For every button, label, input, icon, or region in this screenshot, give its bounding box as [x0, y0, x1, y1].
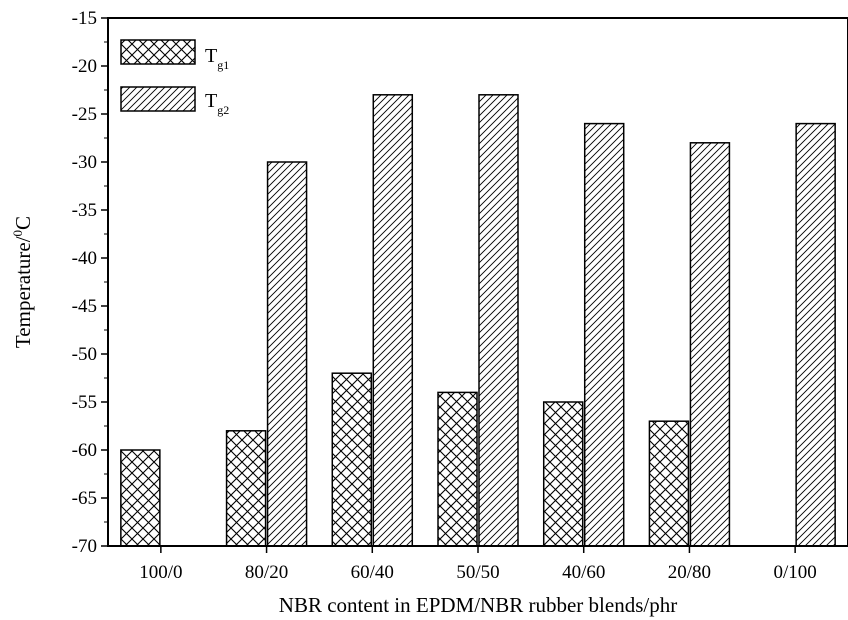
y-tick-label: -40 [72, 248, 97, 269]
x-tick-label: 80/20 [245, 562, 288, 583]
bar-tg1-100-0 [120, 449, 161, 547]
bar-tg2-40-60 [583, 122, 625, 547]
x-tick-label: 20/80 [668, 562, 711, 583]
y-tick-label: -70 [72, 536, 97, 557]
y-axis-ticks: -15 -20 -25 -30 -35 -40 -45 -50 -55 -60 -65 -70 [72, 8, 108, 557]
bar-tg1-20-80 [648, 420, 690, 547]
bar-tg1-40-60 [542, 401, 584, 547]
y-tick-label: -60 [72, 440, 97, 461]
bar-tg1-50-50 [437, 391, 478, 547]
x-tick-label: 50/50 [456, 562, 499, 583]
bar-tg2-60-40 [372, 94, 414, 547]
y-tick-label: -50 [72, 344, 97, 365]
y-tick-label: -45 [72, 296, 97, 317]
legend-swatch-tg2 [120, 86, 196, 112]
plot-frame [107, 17, 848, 547]
bar-tg2-50-50 [478, 94, 519, 547]
y-tick-label: -55 [72, 392, 97, 413]
x-tick-label: 100/0 [139, 562, 182, 583]
y-tick-label: -25 [72, 104, 97, 125]
bar-tg2-80-20 [266, 161, 308, 547]
x-tick-label: 40/60 [562, 562, 605, 583]
bar-tg1-80-20 [225, 430, 267, 547]
bar-tg2-20-80 [689, 142, 731, 547]
y-tick-label: -35 [72, 200, 97, 221]
y-axis-title: Temperature/0C [10, 216, 35, 348]
bars-group [120, 94, 836, 547]
legend-label-tg1: Tg1 [205, 45, 229, 72]
y-tick-label: -65 [72, 488, 97, 509]
legend-label-tg2: Tg2 [205, 90, 229, 117]
y-tick-label: -30 [72, 152, 97, 173]
x-tick-label: 60/40 [351, 562, 394, 583]
y-tick-label: -15 [72, 8, 97, 29]
legend: Tg1 Tg2 [120, 39, 229, 117]
x-tick-label: 0/100 [774, 562, 817, 583]
x-axis-ticks: 100/0 80/20 60/40 50/50 40/60 20/80 0/100 [139, 546, 817, 583]
bar-tg1-60-40 [331, 372, 373, 547]
legend-swatch-tg1 [120, 39, 196, 65]
bar-tg2-0-100 [795, 122, 836, 547]
y-tick-label: -20 [72, 56, 97, 77]
x-axis-title: NBR content in EPDM/NBR rubber blends/ph… [279, 593, 677, 617]
